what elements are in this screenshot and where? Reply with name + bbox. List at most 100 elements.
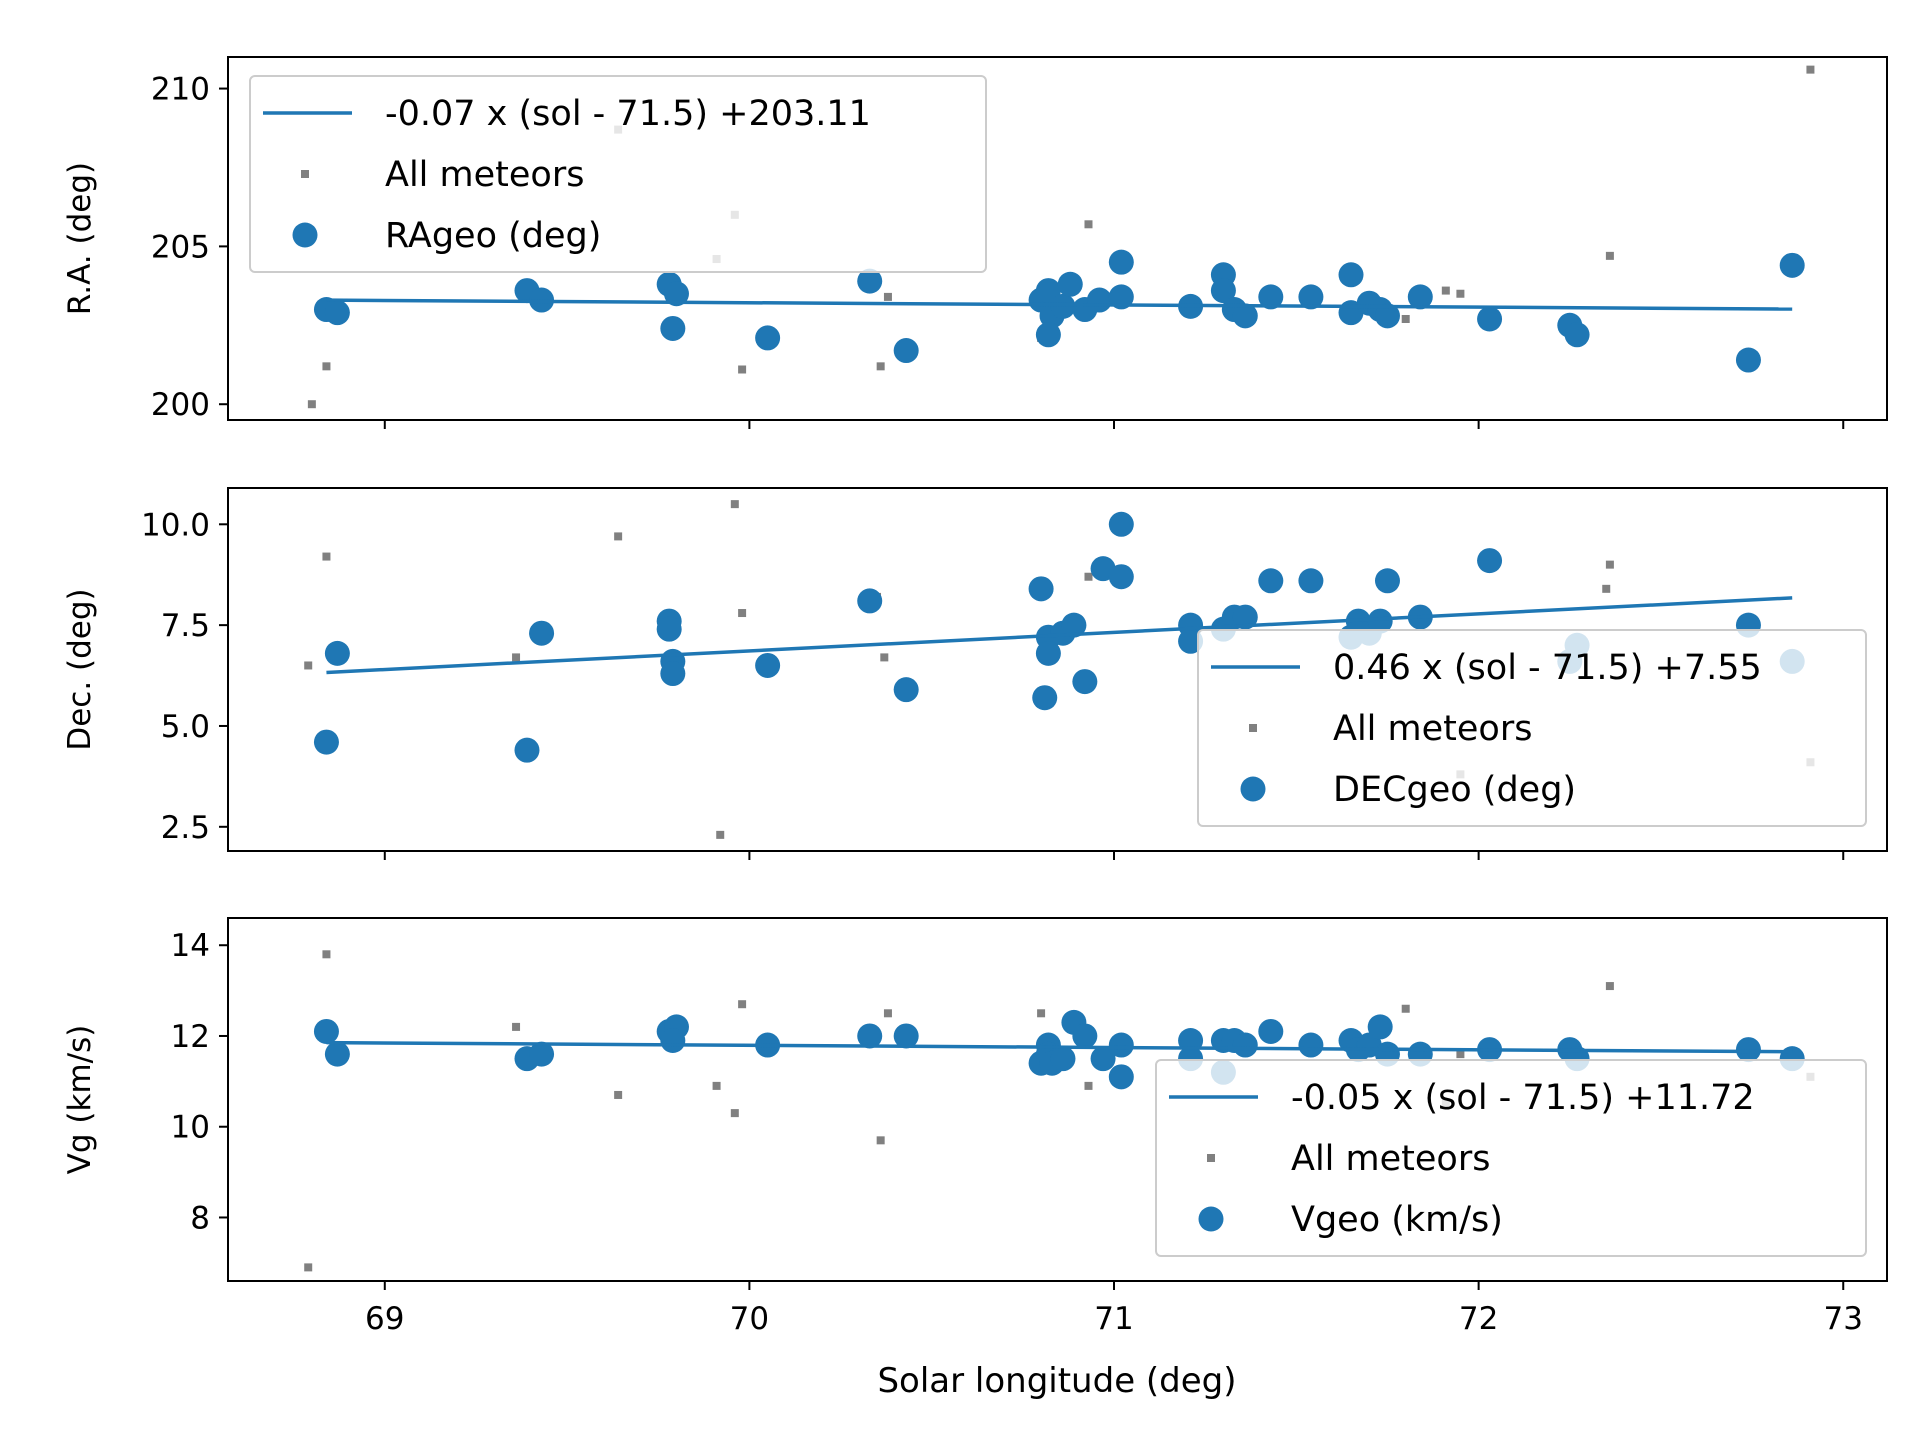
legend-main-label: Vgeo (km/s) (1291, 1200, 1503, 1240)
y-axis-label: Dec. (deg) (62, 588, 98, 750)
all-meteors-point (1084, 572, 1093, 581)
data-point (1108, 284, 1134, 310)
all-meteors-point (1084, 1081, 1093, 1090)
all-meteors-point (304, 661, 313, 670)
all-meteors-point (1605, 982, 1614, 991)
x-tick-label: 72 (1459, 1301, 1498, 1337)
x-tick-label: 73 (1824, 1301, 1863, 1337)
all-meteors-point (876, 362, 885, 371)
legend-main-swatch (1198, 1206, 1224, 1232)
all-meteors-point (1441, 286, 1450, 295)
legend: 0.46 x (sol - 71.5) +7.55 All meteors DECg… (1197, 629, 1867, 827)
all-meteors-point (712, 1081, 721, 1090)
panel-vg: 8 10 12 14 69 70 71 72 73 Vg (km/s) -0.05 x (sol -… (62, 917, 1888, 1337)
data-point (1035, 640, 1061, 666)
data-point (1735, 1037, 1761, 1063)
legend-fit-label: -0.07 x (sol - 71.5) +203.11 (385, 94, 871, 134)
legend-all-label: All meteors (385, 155, 584, 195)
data-point (1232, 1032, 1258, 1058)
data-point (1086, 287, 1112, 313)
data-point (324, 1041, 350, 1067)
legend: -0.07 x (sol - 71.5) +203.11 All meteors R… (249, 75, 987, 273)
legend-all-swatch (1249, 724, 1257, 732)
data-point (1298, 1032, 1324, 1058)
data-point (663, 281, 689, 307)
data-point (1072, 1023, 1098, 1049)
all-meteors-point (1602, 584, 1611, 593)
all-meteors-point (730, 500, 739, 509)
y-axis-label: R.A. (deg) (62, 162, 98, 315)
data-point (660, 1028, 686, 1054)
data-point (1108, 1064, 1134, 1090)
y-tick-label: 200 (151, 387, 210, 423)
data-point (755, 325, 781, 351)
data-point (313, 729, 339, 755)
data-point (1367, 1014, 1393, 1040)
y-axis-label: Vg (km/s) (62, 1025, 98, 1175)
y-tick-label: 205 (151, 229, 210, 265)
y-tick-label: 7.5 (161, 608, 210, 644)
data-point (1564, 322, 1590, 348)
data-point (1108, 511, 1134, 537)
data-point (857, 268, 883, 294)
x-tick-label: 69 (365, 1301, 404, 1337)
legend-fit-label: 0.46 x (sol - 71.5) +7.55 (1333, 648, 1762, 688)
all-meteors-point (1605, 560, 1614, 569)
data-point (1035, 322, 1061, 348)
data-point (1178, 628, 1204, 654)
all-meteors-point (716, 830, 725, 839)
all-meteors-point (730, 1109, 739, 1118)
data-point (1057, 271, 1083, 297)
data-point (1258, 568, 1284, 594)
axes-frame (227, 917, 1888, 1282)
data-point (1407, 284, 1433, 310)
panel-ra: 200 205 210 R.A. (deg) -0.07 x (sol - 71.5) … (62, 56, 1888, 429)
x-axis-label: Solar longitude (deg) (877, 1361, 1236, 1401)
data-point (755, 652, 781, 678)
all-meteors-point (614, 1090, 623, 1099)
all-meteors-point (1806, 65, 1815, 74)
all-meteors-point (738, 1000, 747, 1009)
data-point (1258, 1018, 1284, 1044)
legend-box (249, 75, 987, 273)
data-point (1232, 303, 1258, 329)
x-tick-label: 71 (1094, 1301, 1133, 1337)
data-point (660, 315, 686, 341)
data-point (1108, 564, 1134, 590)
data-point (857, 588, 883, 614)
legend-box (1155, 1059, 1867, 1257)
all-meteors-point (738, 365, 747, 374)
all-meteors-point (322, 362, 331, 371)
all-meteors-point (307, 400, 316, 409)
data-point (1338, 262, 1364, 288)
data-point (1108, 249, 1134, 275)
x-tick-label: 70 (730, 1301, 769, 1337)
data-point (1258, 284, 1284, 310)
data-point (1210, 278, 1236, 304)
all-meteors-point (1037, 1009, 1046, 1018)
all-meteors-point (512, 1022, 521, 1031)
data-point (1028, 576, 1054, 602)
data-point (1374, 303, 1400, 329)
axes-frame (227, 56, 1888, 421)
all-meteors-point (880, 653, 889, 662)
data-point (1108, 1032, 1134, 1058)
legend-main-swatch (1240, 776, 1266, 802)
data-point (893, 677, 919, 703)
data-point (1090, 1046, 1116, 1072)
data-point (1367, 608, 1393, 634)
data-point (1298, 568, 1324, 594)
legend-fit-label: -0.05 x (sol - 71.5) +11.72 (1291, 1078, 1755, 1118)
legend-all-label: All meteors (1291, 1139, 1490, 1179)
data-point (529, 1041, 555, 1067)
y-tick-label: 12 (171, 1019, 210, 1055)
all-meteors-point (1605, 251, 1614, 260)
legend-main-label: RAgeo (deg) (385, 216, 601, 256)
data-point (893, 1023, 919, 1049)
legend-all-label: All meteors (1333, 709, 1532, 749)
data-point (1477, 306, 1503, 332)
y-tick-label: 10.0 (141, 507, 210, 543)
data-point (656, 616, 682, 642)
legend-main-label: DECgeo (deg) (1333, 770, 1576, 810)
